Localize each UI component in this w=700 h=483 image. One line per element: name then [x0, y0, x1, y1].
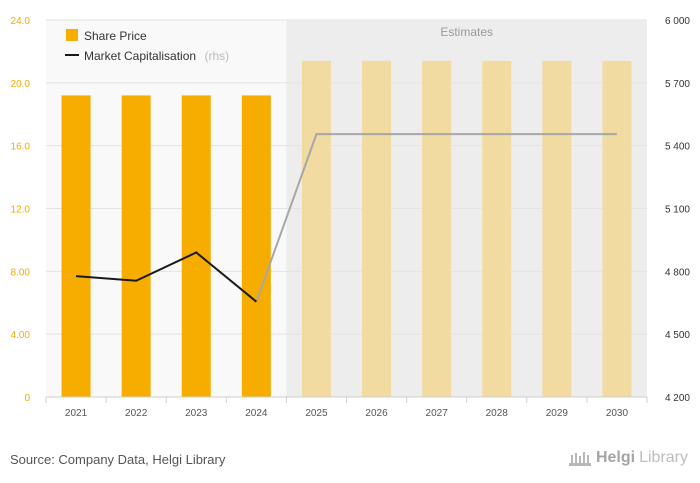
- share-price-bar: [542, 60, 572, 397]
- x-tick-label: 2023: [185, 408, 208, 419]
- y-right-tick-label: 5 700: [665, 79, 690, 90]
- legend-market-cap-name: Market Capitalisation: [84, 49, 196, 63]
- share-price-bar: [241, 95, 271, 398]
- x-tick-label: 2028: [486, 408, 509, 419]
- y-left-tick-label: 12.0: [11, 205, 31, 216]
- y-right-tick-label: 6 000: [665, 16, 690, 27]
- share-price-bar: [422, 60, 452, 397]
- y-left-tick-label: 4.00: [11, 330, 31, 341]
- source-note: Source: Company Data, Helgi Library: [10, 452, 226, 467]
- x-tick-label: 2026: [365, 408, 388, 419]
- brand-helgi: Helgi: [595, 449, 636, 466]
- x-tick-label: 2029: [546, 408, 569, 419]
- x-tick-label: 2030: [606, 408, 629, 419]
- legend: Share Price Market Capitalisation (rhs): [65, 29, 229, 64]
- market-cap-line-estimate: [255, 133, 617, 303]
- x-tick-label: 2025: [305, 408, 328, 419]
- y-right-tick-label: 5 100: [665, 205, 690, 216]
- legend-market-cap-label: Market Capitalisation (rhs): [84, 47, 229, 64]
- share-price-bar: [61, 95, 91, 398]
- y-left-tick-label: 8.00: [11, 267, 31, 278]
- y-right-tick-label: 5 400: [665, 142, 690, 153]
- x-tick-label: 2022: [125, 408, 148, 419]
- y-left-tick-label: 24.0: [11, 16, 31, 27]
- legend-share-price-label: Share Price: [84, 29, 147, 43]
- share-price-bar: [121, 95, 151, 398]
- market-cap-line-actual: [75, 251, 257, 303]
- y-right-tick-label: 4 800: [665, 267, 690, 278]
- x-tick-label: 2024: [245, 408, 268, 419]
- x-tick-label: 2027: [426, 408, 449, 419]
- y-right-tick-label: 4 500: [665, 330, 690, 341]
- footer: Source: Company Data, Helgi Library Helg…: [0, 440, 700, 483]
- share-price-bar: [181, 95, 211, 398]
- market-cap-line: [75, 133, 617, 303]
- y-right-tick-label: 4 200: [665, 393, 690, 404]
- y-left-tick-label: 0: [24, 393, 30, 404]
- legend-share-price-swatch: [66, 29, 78, 41]
- legend-market-cap-rhs: (rhs): [205, 49, 230, 63]
- share-price-bars: [61, 60, 632, 398]
- share-price-bar: [301, 60, 331, 397]
- estimates-label: Estimates: [440, 25, 493, 39]
- brand-library: Library: [639, 449, 688, 466]
- axes: 0 4 200 4.00 4 500 8.00 4 800 12.0 5 100 16.0 5 4…: [11, 16, 691, 419]
- x-tick-label: 2021: [65, 408, 88, 419]
- share-price-bar: [362, 60, 392, 397]
- library-building-icon: [568, 452, 591, 466]
- share-price-bar: [602, 60, 632, 397]
- helgi-library-logo: Helgi Library: [568, 449, 688, 467]
- y-left-tick-label: 20.0: [11, 79, 31, 90]
- y-left-tick-label: 16.0: [11, 142, 31, 153]
- chart: 0 4 200 4.00 4 500 8.00 4 800 12.0 5 100 16.0 5 4…: [11, 16, 691, 419]
- share-price-bar: [482, 60, 512, 397]
